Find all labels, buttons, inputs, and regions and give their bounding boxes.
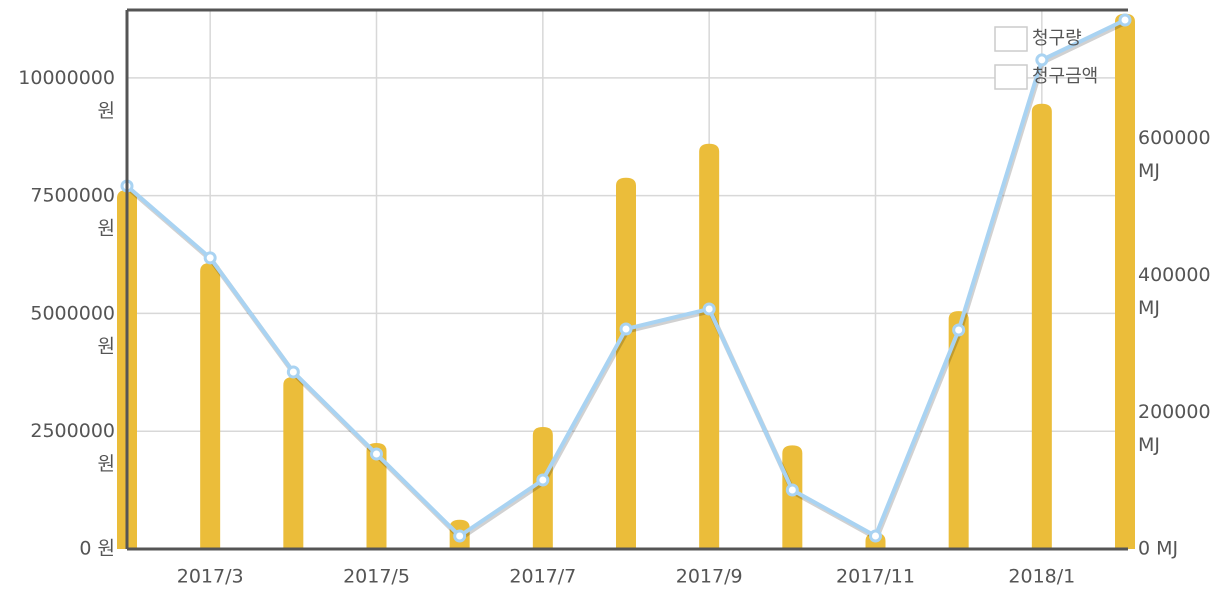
line-point	[536, 473, 550, 487]
bar	[616, 177, 636, 549]
line-point	[453, 529, 467, 543]
line-point	[1035, 53, 1049, 67]
x-tick-label: 2017/9	[676, 566, 743, 588]
legend-swatch	[994, 64, 1028, 90]
bar	[699, 143, 720, 550]
x-tick-label: 2017/11	[836, 566, 915, 588]
bar	[1115, 13, 1135, 550]
x-tick-label: 2017/5	[343, 566, 410, 588]
y2-tick-label: 600000 MJ	[1138, 127, 1211, 182]
y2-tick-label: 0 MJ	[1138, 538, 1178, 560]
y-tick-label: 2500000 원	[30, 420, 115, 475]
x-tick-label: 2017/3	[177, 566, 244, 588]
line-point	[203, 251, 217, 265]
y-tick-label: 0 원	[79, 538, 115, 560]
bar	[532, 426, 553, 549]
bar	[948, 311, 969, 549]
y-tick-label: 7500000 원	[30, 184, 115, 239]
bar	[1031, 103, 1052, 549]
x-tick-label: 2017/7	[509, 566, 576, 588]
bar	[782, 445, 803, 549]
x-tick-label: 2018/1	[1008, 566, 1075, 588]
y-tick-label: 5000000 원	[30, 302, 115, 357]
line-point	[286, 365, 300, 379]
legend-swatch	[994, 26, 1028, 52]
y-tick-label: 10000000 원	[18, 66, 115, 121]
line-point	[869, 529, 882, 543]
line-point	[785, 483, 799, 497]
line-point	[370, 447, 383, 461]
legend-label: 청구금액	[1032, 66, 1098, 87]
bar	[200, 263, 221, 549]
y2-tick-label: 200000 MJ	[1138, 401, 1211, 456]
line-point	[619, 322, 633, 336]
bar	[283, 377, 304, 549]
line-point	[702, 302, 716, 316]
y2-tick-label: 400000 MJ	[1138, 264, 1211, 319]
line-point	[952, 323, 966, 337]
legend-label: 청구량	[1032, 28, 1082, 49]
bar	[366, 442, 387, 549]
line-point	[1118, 13, 1132, 27]
